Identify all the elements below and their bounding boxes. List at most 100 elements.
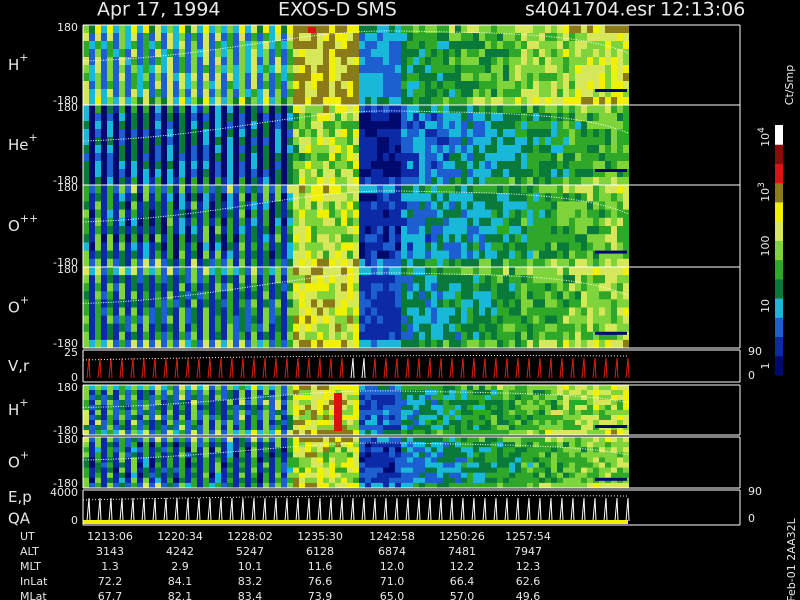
- spectrogram-cell: [161, 169, 167, 178]
- spectrogram-cell: [551, 226, 557, 235]
- trace: [339, 357, 344, 379]
- spectrogram-cell: [449, 420, 455, 426]
- spectrogram-cell: [443, 105, 449, 114]
- spectrogram-cell: [131, 420, 137, 426]
- spectrogram-cell: [617, 291, 623, 300]
- spectrogram-cell: [389, 49, 395, 58]
- spectrogram-cell: [539, 185, 545, 194]
- spectrogram-cell: [347, 153, 353, 162]
- spectrogram-cell: [563, 33, 569, 42]
- spectrogram-cell: [587, 425, 593, 431]
- spectrogram-cell: [125, 307, 131, 317]
- spectrogram-cell: [599, 234, 605, 243]
- spectrogram-cell: [605, 385, 611, 391]
- spectrogram-cell: [377, 275, 383, 284]
- spectrogram-cell: [383, 425, 389, 431]
- spectrogram-cell: [437, 169, 443, 178]
- spectrogram-cell: [353, 226, 359, 235]
- spectrogram-cell: [143, 169, 149, 178]
- spectrogram-cell: [323, 234, 329, 243]
- spectrogram-cell: [281, 41, 287, 50]
- spectrogram-cell: [611, 25, 617, 34]
- spectrogram-cell: [101, 57, 107, 66]
- spectrogram-cell: [563, 339, 569, 349]
- spectrogram-cell: [329, 250, 335, 260]
- spectrogram-cell: [443, 307, 449, 317]
- spectrogram-cell: [155, 129, 161, 138]
- spectrogram-cell: [413, 217, 419, 227]
- spectrogram-cell: [443, 33, 449, 42]
- spectrogram-cell: [539, 405, 545, 411]
- spectrogram-cell: [209, 315, 215, 325]
- spectrogram-cell: [335, 137, 341, 146]
- spectrogram-cell: [209, 410, 215, 416]
- trace: [570, 357, 575, 379]
- spectrogram-cell: [215, 217, 221, 227]
- spectrogram-cell: [149, 447, 155, 453]
- spectrogram-cell: [209, 462, 215, 469]
- spectrogram-cell: [491, 73, 497, 82]
- spectrogram-cell: [425, 137, 431, 146]
- spectrogram-cell: [509, 415, 515, 421]
- spectrogram-cell: [197, 400, 203, 406]
- spectrogram-cell: [239, 137, 245, 146]
- spectrogram-cell: [335, 97, 341, 106]
- spectrogram-cell: [161, 97, 167, 106]
- spectrogram-cell: [401, 267, 407, 276]
- spectrogram-cell: [149, 137, 155, 146]
- spectrogram-cell: [593, 145, 599, 154]
- spectrogram-cell: [575, 283, 581, 292]
- spectrogram-cell: [239, 161, 245, 170]
- spectrogram-cell: [233, 201, 239, 211]
- spectrogram-cell: [185, 57, 191, 66]
- spectrogram-cell: [347, 331, 353, 341]
- spectrogram-cell: [113, 201, 119, 211]
- spectrogram-cell: [365, 420, 371, 426]
- spectrogram-cell: [293, 25, 299, 34]
- spectrogram-cell: [605, 283, 611, 292]
- spectrogram-cell: [251, 467, 257, 474]
- spectrogram-cell: [173, 234, 179, 243]
- spectrogram-cell: [239, 452, 245, 458]
- spectrogram-cell: [281, 339, 287, 349]
- spectrogram-cell: [503, 250, 509, 260]
- spectrogram-cell: [185, 242, 191, 252]
- spectrogram-cell: [83, 420, 89, 426]
- spectrogram-cell: [371, 41, 377, 50]
- spectrogram-cell: [353, 415, 359, 421]
- spectrogram-cell: [293, 275, 299, 284]
- spectrogram-cell: [587, 307, 593, 317]
- spectrogram-cell: [527, 137, 533, 146]
- spectrogram-cell: [275, 457, 281, 463]
- spectrogram-cell: [341, 275, 347, 284]
- spectrogram-cell: [233, 275, 239, 284]
- spectrogram-cell: [83, 121, 89, 130]
- spectrogram-cell: [179, 161, 185, 170]
- spectrogram-cell: [521, 234, 527, 243]
- spectrogram-cell: [365, 153, 371, 162]
- spectrogram-cell: [203, 258, 209, 268]
- spectrogram-cell: [407, 430, 413, 436]
- spectrogram-cell: [359, 201, 365, 211]
- spectrogram-cell: [419, 339, 425, 349]
- spectrogram-cell: [569, 420, 575, 426]
- spectrogram-cell: [137, 462, 143, 469]
- spectrogram-cell: [227, 307, 233, 317]
- spectrogram-cell: [557, 177, 563, 186]
- spectrogram-cell: [137, 291, 143, 300]
- spectrogram-cell: [371, 250, 377, 260]
- spectrogram-cell: [209, 442, 215, 448]
- trace: [515, 357, 520, 379]
- spectrogram-cell: [143, 242, 149, 252]
- spectrogram-cell: [107, 169, 113, 178]
- spectrogram-cell: [425, 400, 431, 406]
- spectrogram-cell: [227, 209, 233, 219]
- spectrogram-cell: [581, 315, 587, 325]
- spectrogram-cell: [113, 129, 119, 138]
- spectrogram-cell: [161, 129, 167, 138]
- spectrogram-cell: [581, 323, 587, 333]
- spectrogram-cell: [473, 267, 479, 276]
- spectrogram-cell: [593, 275, 599, 284]
- spectrogram-cell: [137, 415, 143, 421]
- spectrogram-cell: [221, 201, 227, 211]
